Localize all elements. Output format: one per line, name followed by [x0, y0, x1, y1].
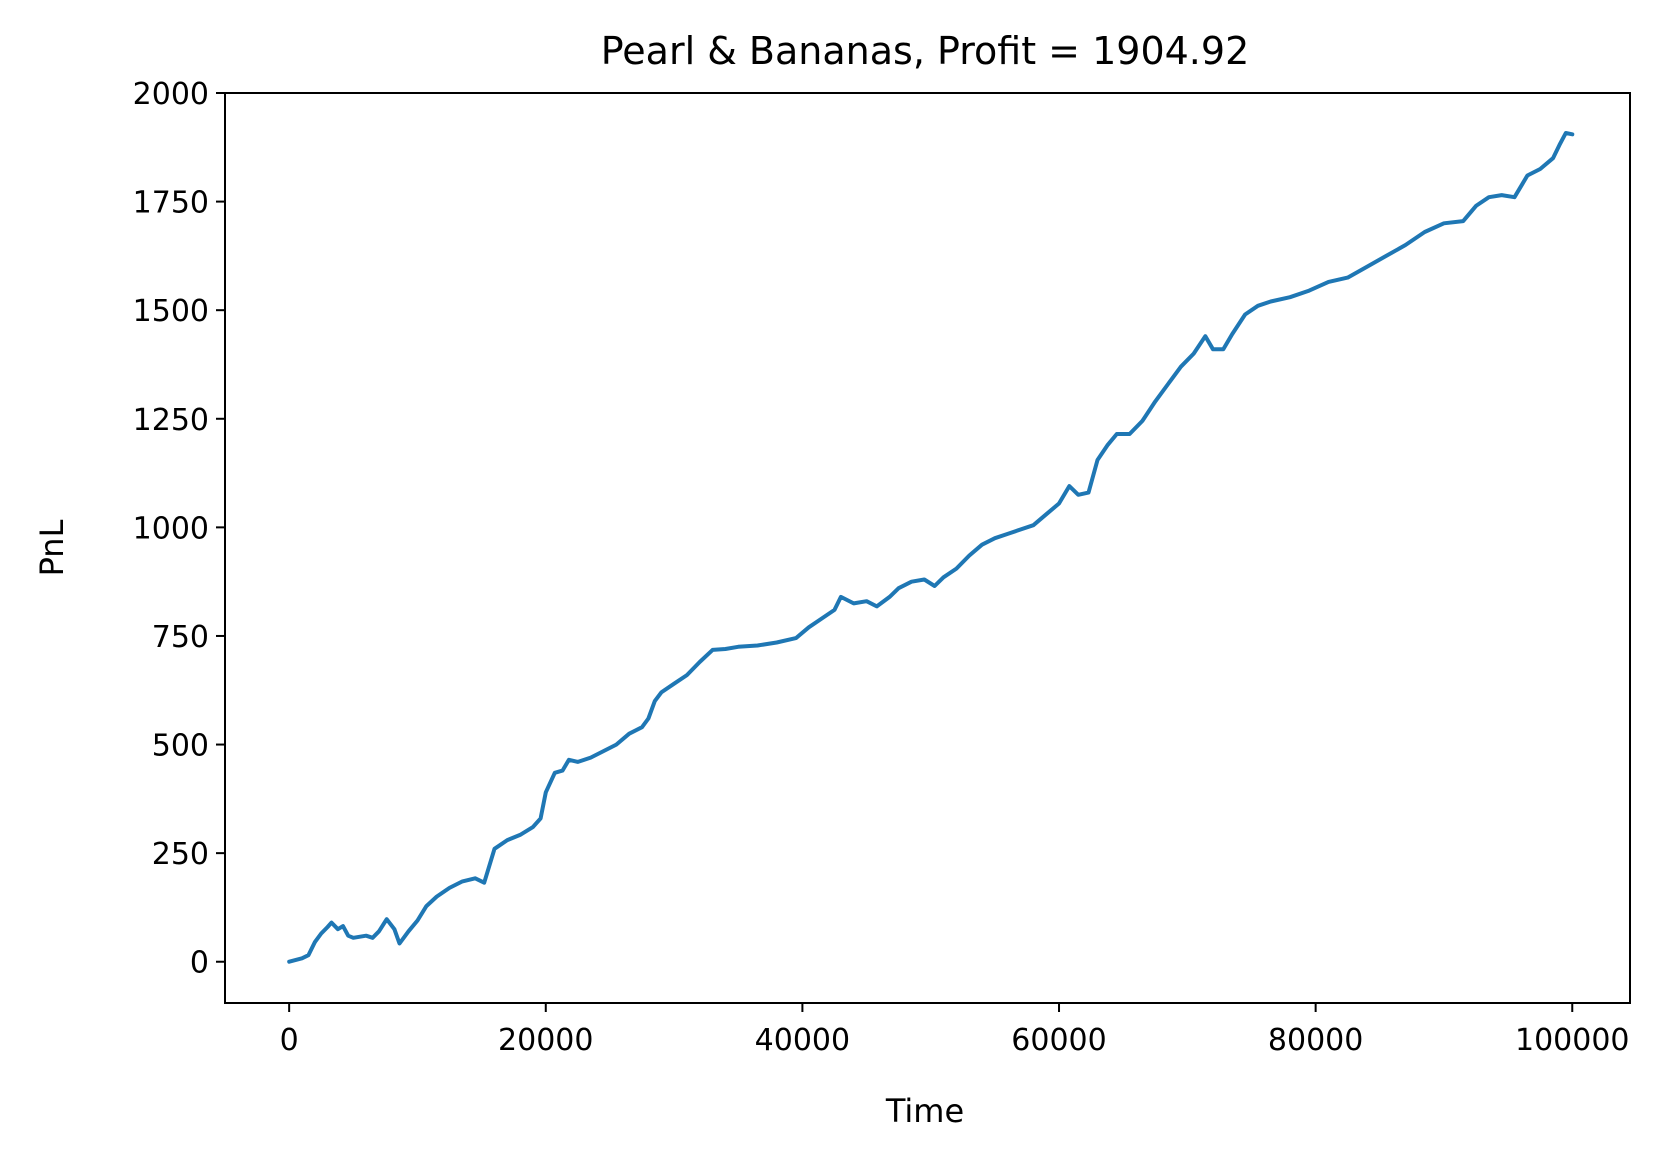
x-tick-label: 80000 [1268, 1023, 1363, 1058]
y-axis: 0 250 500 750 1000 1250 1500 1750 2000 [133, 77, 225, 981]
x-axis: 0 20000 40000 60000 80000 100000 [280, 1003, 1630, 1058]
x-tick-label: 60000 [1011, 1023, 1106, 1058]
y-tick-label: 250 [152, 837, 209, 872]
axes-frame [224, 92, 1631, 1004]
y-tick-label: 1250 [133, 403, 209, 438]
plot-area [287, 131, 1575, 964]
y-tick-label: 2000 [133, 77, 209, 112]
x-tick-label: 100000 [1515, 1023, 1630, 1058]
y-tick-label: 1500 [133, 294, 209, 329]
y-tick-label: 1750 [133, 186, 209, 221]
y-axis-label: PnL [33, 519, 71, 576]
y-tick-label: 500 [152, 729, 209, 764]
x-axis-label: Time [885, 1092, 964, 1130]
x-tick-label: 20000 [498, 1023, 593, 1058]
series-line-0 [287, 131, 1575, 964]
y-tick-label: 0 [190, 946, 209, 981]
chart-title: Pearl & Bananas, Profit = 1904.92 [601, 29, 1250, 73]
x-tick-label: 40000 [755, 1023, 850, 1058]
y-tick-label: 750 [152, 620, 209, 655]
y-tick-label: 1000 [133, 511, 209, 546]
x-tick-label: 0 [280, 1023, 299, 1058]
